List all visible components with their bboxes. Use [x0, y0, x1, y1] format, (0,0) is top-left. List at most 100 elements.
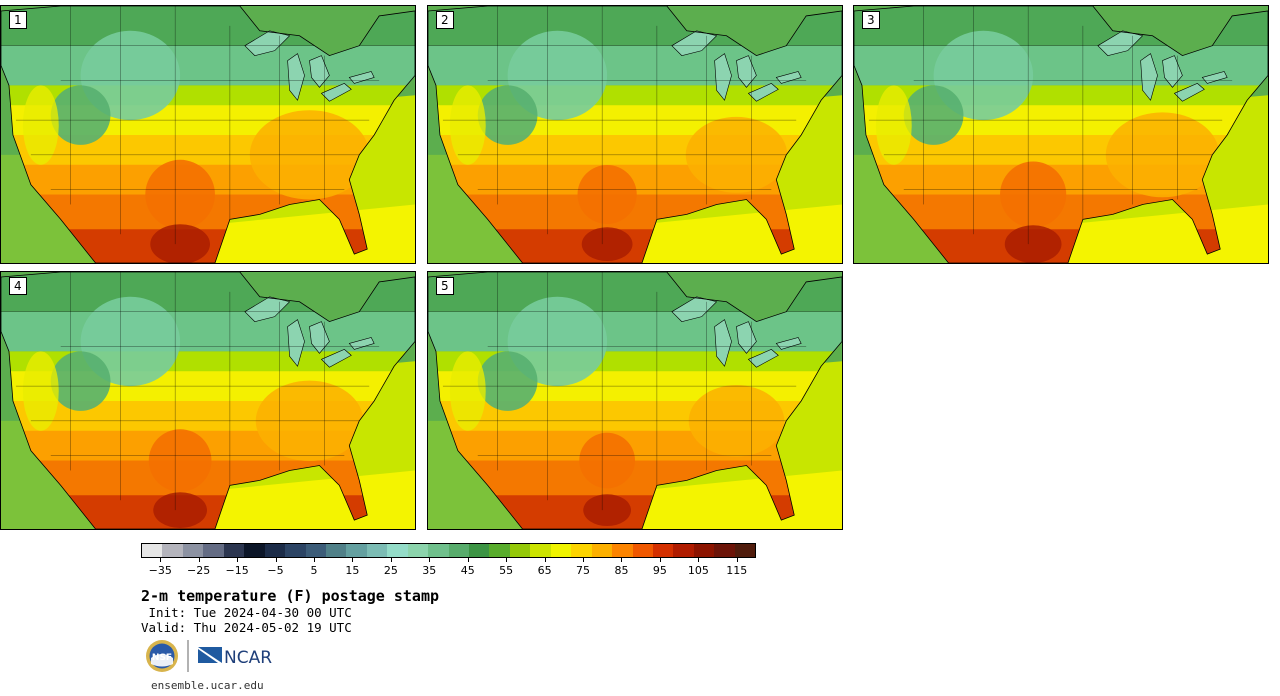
- panel-label-1: 1: [9, 11, 27, 29]
- lake: [1097, 30, 1144, 56]
- colorbar-tick: [160, 558, 162, 562]
- lake: [714, 53, 732, 101]
- colorbar-swatch: [489, 544, 510, 557]
- valid-time: Valid: Thu 2024-05-02 19 UTC: [141, 620, 352, 635]
- lake: [747, 349, 779, 368]
- colorbar-tick-label: 45: [460, 564, 475, 577]
- lake: [747, 83, 779, 102]
- colorbar-tick-label: 65: [537, 564, 552, 577]
- nsf-logo-text: NSF: [152, 653, 172, 663]
- colorbar-tick-label: −5: [267, 564, 284, 577]
- colorbar-swatch: [142, 544, 163, 557]
- colorbar-tick: [352, 558, 354, 562]
- colorbar-swatch: [571, 544, 592, 557]
- colorbar-swatch: [162, 544, 183, 557]
- temperature-map-1: [1, 6, 415, 263]
- colorbar-swatch: [632, 544, 653, 557]
- coastline: [1, 6, 415, 263]
- panel-label-3: 3: [862, 11, 880, 29]
- colorbar-tick: [506, 558, 508, 562]
- colorbar-tick-label: −35: [148, 564, 172, 577]
- lake: [244, 30, 291, 56]
- colorbar-swatch: [612, 544, 633, 557]
- colorbar-ticks: −35 −25 −15 −5 5 15 25 35 45 55 65 75 85 95 105 115: [141, 558, 756, 582]
- colorbar-tick: [198, 558, 200, 562]
- colorbar-tick: [544, 558, 546, 562]
- lake: [714, 319, 732, 367]
- temperature-map-2: [428, 6, 842, 263]
- colorbar-swatch: [734, 544, 756, 557]
- logos: NSF NCAR: [145, 638, 275, 674]
- lake: [1140, 53, 1158, 101]
- colorbar-swatch: [693, 544, 715, 557]
- colorbar-swatch: [428, 544, 449, 557]
- coastline: [428, 6, 842, 263]
- colorbar-swatch: [244, 544, 265, 557]
- colorbar-swatch: [591, 544, 613, 557]
- colorbar-tick: [621, 558, 623, 562]
- colorbar-tick-label: 75: [576, 564, 591, 577]
- lake: [671, 30, 718, 56]
- state-borders: [854, 6, 1268, 245]
- colorbar-swatch: [448, 544, 469, 557]
- map-panel-1: 1: [0, 5, 416, 264]
- coastline: [854, 6, 1268, 263]
- colorbar-tick: [659, 558, 661, 562]
- colorbar-swatch: [530, 544, 551, 557]
- temperature-map-3: [854, 6, 1268, 263]
- lake: [671, 296, 718, 322]
- panel-label-4: 4: [9, 277, 27, 295]
- colorbar-swatch: [182, 544, 204, 557]
- colorbar-swatch: [509, 544, 531, 557]
- colorbar-tick: [390, 558, 392, 562]
- colorbar-tick: [313, 558, 315, 562]
- state-borders: [428, 6, 842, 245]
- map-panel-4: 4: [0, 271, 416, 530]
- colorbar-swatch: [305, 544, 326, 557]
- colorbar: [141, 543, 756, 558]
- website-url: ensemble.ucar.edu: [151, 679, 264, 692]
- colorbar-tick-label: 25: [383, 564, 398, 577]
- colorbar-swatch: [550, 544, 572, 557]
- colorbar-tick-label: 105: [687, 564, 709, 577]
- colorbar-swatch: [223, 544, 245, 557]
- colorbar-swatch: [366, 544, 388, 557]
- colorbar-tick-label: 95: [652, 564, 667, 577]
- colorbar-swatch: [714, 544, 735, 557]
- map-panel-5: 5: [427, 271, 843, 530]
- colorbar-swatch: [407, 544, 429, 557]
- lake: [320, 349, 352, 368]
- lake: [244, 296, 291, 322]
- colorbar-tick: [698, 558, 700, 562]
- colorbar-tick-label: −25: [187, 564, 211, 577]
- colorbar-tick: [275, 558, 277, 562]
- colorbar-tick-label: 15: [345, 564, 360, 577]
- colorbar-swatch: [469, 544, 490, 557]
- colorbar-tick: [583, 558, 585, 562]
- map-panel-3: 3: [853, 5, 1269, 264]
- panel-label-2: 2: [436, 11, 454, 29]
- temperature-map-4: [1, 272, 415, 529]
- colorbar-tick: [429, 558, 431, 562]
- colorbar-swatch: [325, 544, 347, 557]
- nsf-logo: NSF: [146, 640, 178, 672]
- coastline: [428, 272, 842, 529]
- colorbar-swatch: [264, 544, 286, 557]
- init-time: Init: Tue 2024-04-30 00 UTC: [141, 605, 352, 620]
- state-borders: [1, 272, 415, 511]
- colorbar-tick-label: 55: [499, 564, 514, 577]
- chart-title: 2-m temperature (F) postage stamp: [141, 587, 440, 605]
- lake: [287, 53, 305, 101]
- ncar-logo-text: NCAR: [224, 648, 272, 668]
- colorbar-tick: [736, 558, 738, 562]
- ncar-logo: NCAR: [198, 647, 272, 668]
- colorbar-swatch: [346, 544, 367, 557]
- colorbar-swatch: [673, 544, 694, 557]
- colorbar-tick: [237, 558, 239, 562]
- colorbar-swatch: [652, 544, 674, 557]
- colorbar-tick-label: 35: [422, 564, 437, 577]
- colorbar-tick-label: 115: [726, 564, 748, 577]
- state-borders: [1, 6, 415, 245]
- lake: [287, 319, 305, 367]
- panel-label-5: 5: [436, 277, 454, 295]
